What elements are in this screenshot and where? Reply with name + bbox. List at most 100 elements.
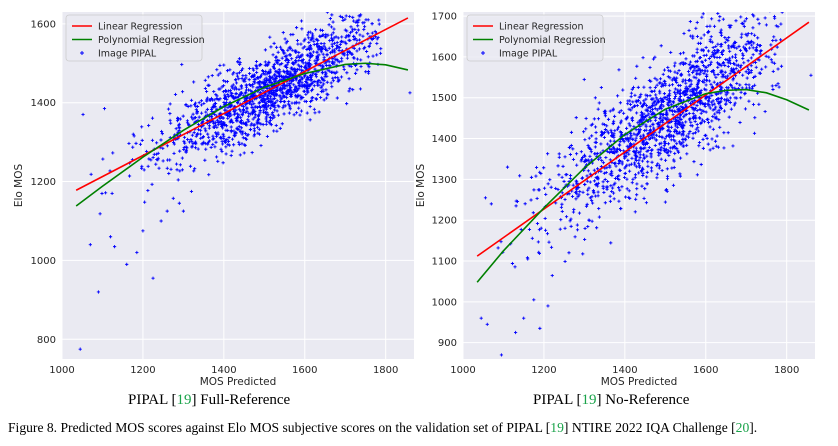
scatter-point [307,64,311,68]
scatter-point [712,54,716,58]
scatter-point [315,50,319,54]
scatter-point [617,110,621,114]
scatter-point [665,113,669,117]
scatter-point [522,316,526,320]
scatter-point [554,186,558,191]
scatter-point [295,56,299,60]
legend-image-pipal-swatch [481,51,485,55]
scatter-point [751,85,755,89]
scatter-point [325,48,329,53]
scatter-point [722,131,726,135]
scatter-point [258,84,262,89]
scatter-point [758,52,762,56]
scatter-point [203,127,207,131]
scatter-point [605,166,609,170]
scatter-point [696,86,700,90]
subcaption-right-ref[interactable]: 19 [581,392,597,408]
caption-ref2[interactable]: 20 [735,420,750,435]
scatter-point [302,84,306,88]
scatter-point [341,5,344,8]
scatter-point [261,110,266,114]
scatter-point [289,33,293,37]
scatter-point [186,137,190,142]
scatter-point [590,122,595,126]
scatter-point [678,83,682,88]
scatter-point [687,132,691,136]
scatter-point [159,138,163,142]
scatter-point [752,131,757,135]
scatter-point [647,112,651,116]
scatter-point [691,132,695,136]
scatter-point [735,63,739,67]
scatter-point [639,92,643,96]
scatter-point [216,120,220,125]
scatter-point [259,122,263,126]
scatter-point [560,209,564,214]
scatter-point [181,209,185,213]
scatter-point [233,111,237,115]
y-tick-label: 1200 [31,177,56,188]
scatter-point [746,0,749,3]
scatter-point [125,262,129,266]
scatter-point [300,59,304,63]
scatter-point [586,188,590,192]
scatter-point [764,0,767,2]
scatter-point [204,142,208,146]
scatter-point [237,71,242,75]
scatter-point [657,166,661,170]
scatter-point [273,96,277,101]
scatter-point [297,58,301,63]
scatter-point [176,178,180,182]
caption-ref1[interactable]: 19 [550,420,564,435]
scatter-point [668,89,672,93]
y-tick-label: 800 [37,335,56,346]
scatter-point [650,136,655,140]
scatter-point [546,182,550,186]
scatter-point [764,54,768,58]
scatter-point [235,119,239,123]
scatter-point [613,176,618,180]
scatter-point [627,163,631,167]
scatter-point [636,121,640,125]
scatter-point [612,146,616,151]
subcaption-left-ref[interactable]: 19 [176,392,192,408]
scatter-point [261,122,265,127]
scatter-point [192,131,196,135]
scatter-point [318,47,322,52]
scatter-point [678,94,683,99]
scatter-point [590,195,594,199]
scatter-point [253,105,257,109]
scatter-point [715,55,719,60]
scatter-point [680,125,684,130]
scatter-point [267,70,271,75]
x-tick-label: 1000 [49,365,74,376]
scatter-point [696,126,700,130]
scatter-point [638,95,642,99]
scatter-point [207,139,212,143]
scatter-point [258,100,262,105]
scatter-point [634,158,638,163]
scatter-point [247,101,251,105]
scatter-point [642,153,646,157]
scatter-point [334,46,339,50]
scatter-point [605,149,609,154]
scatter-point [635,193,639,197]
scatter-point [221,132,225,136]
scatter-point [299,68,303,72]
scatter-point [658,128,663,132]
scatter-point [739,96,743,100]
scatter-point [679,118,683,122]
scatter-point [593,152,597,156]
scatter-point [633,176,637,180]
scatter-point [738,65,742,69]
scatter-point [773,52,777,56]
scatter-point [669,103,673,107]
scatter-point [299,109,304,113]
scatter-point [711,69,716,73]
scatter-point [583,138,587,142]
scatter-point [547,240,551,244]
scatter-point [301,58,305,62]
scatter-point [653,76,657,80]
scatter-point [568,152,573,157]
scatter-point [724,102,728,106]
